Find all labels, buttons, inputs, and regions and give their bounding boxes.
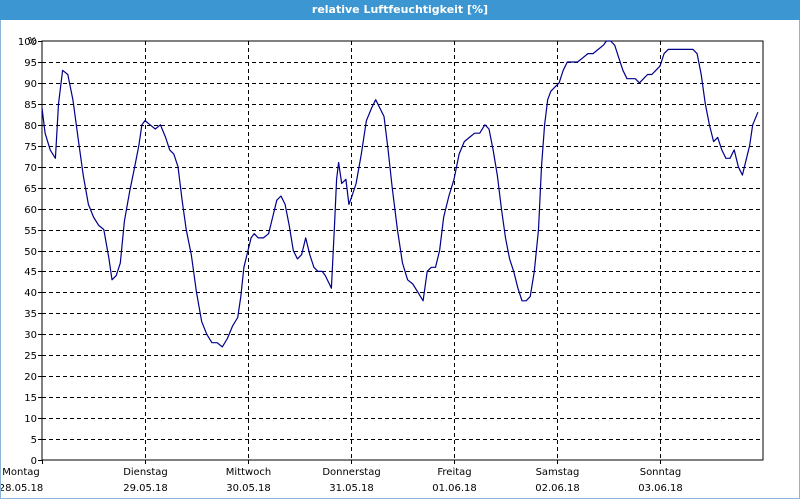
y-tick-label: 90 — [24, 79, 37, 90]
y-tick-label: 35 — [24, 309, 37, 320]
y-tick-label: 85 — [24, 100, 37, 111]
y-tick-label: 5 — [31, 435, 37, 446]
y-tick-label: 60 — [24, 205, 37, 216]
chart-frame: 0 5 10 15 20 25 30 35 40 45 50 55 60 65 70 75 80 85 90 95 10… — [0, 20, 800, 499]
y-tick-label: 30 — [24, 330, 37, 341]
y-tick-label: 80 — [24, 121, 37, 132]
y-axis-label: % — [27, 36, 37, 47]
x-tick-date-label: 30.05.18 — [226, 483, 271, 494]
y-tick-label: 55 — [24, 226, 37, 237]
window-title: relative Luftfeuchtigkeit [%] — [0, 0, 800, 20]
y-tick-label: 20 — [24, 372, 37, 383]
x-tick-day-label: Montag — [2, 467, 39, 478]
y-tick-label: 65 — [24, 184, 37, 195]
x-tick-date-label: 01.06.18 — [432, 483, 477, 494]
y-tick-label: 45 — [24, 267, 37, 278]
y-tick-label: 75 — [24, 142, 37, 153]
humidity-line-chart: 0 5 10 15 20 25 30 35 40 45 50 55 60 65 70 75 80 85 90 95 10… — [1, 36, 764, 494]
y-tick-label: 0 — [31, 456, 37, 467]
x-tick-date-label: 28.05.18 — [1, 483, 43, 494]
plot-border — [41, 40, 764, 461]
x-tick-day-label: Dienstag — [123, 467, 168, 478]
x-tick-day-label: Sonntag — [640, 467, 682, 478]
x-tick-date-label: 02.06.18 — [535, 483, 580, 494]
x-tick-date-label: 29.05.18 — [123, 483, 168, 494]
y-tick-label: 50 — [24, 247, 37, 258]
y-tick-label: 10 — [24, 414, 37, 425]
y-tick-label: 25 — [24, 351, 37, 362]
x-tick-day-label: Donnerstag — [322, 467, 380, 478]
y-tick-label: 15 — [24, 393, 37, 404]
x-tick-day-label: Mittwoch — [226, 467, 271, 478]
x-tick-date-label: 31.05.18 — [329, 483, 374, 494]
x-tick-date-label: 03.06.18 — [638, 483, 683, 494]
y-tick-label: 100 — [18, 37, 37, 48]
y-tick-label: 95 — [24, 58, 37, 69]
y-tick-label: 40 — [24, 288, 37, 299]
y-tick-label: 70 — [24, 163, 37, 174]
humidity-series-line — [41, 40, 759, 348]
x-tick-day-label: Freitag — [437, 467, 471, 478]
x-tick-day-label: Samstag — [536, 467, 580, 478]
